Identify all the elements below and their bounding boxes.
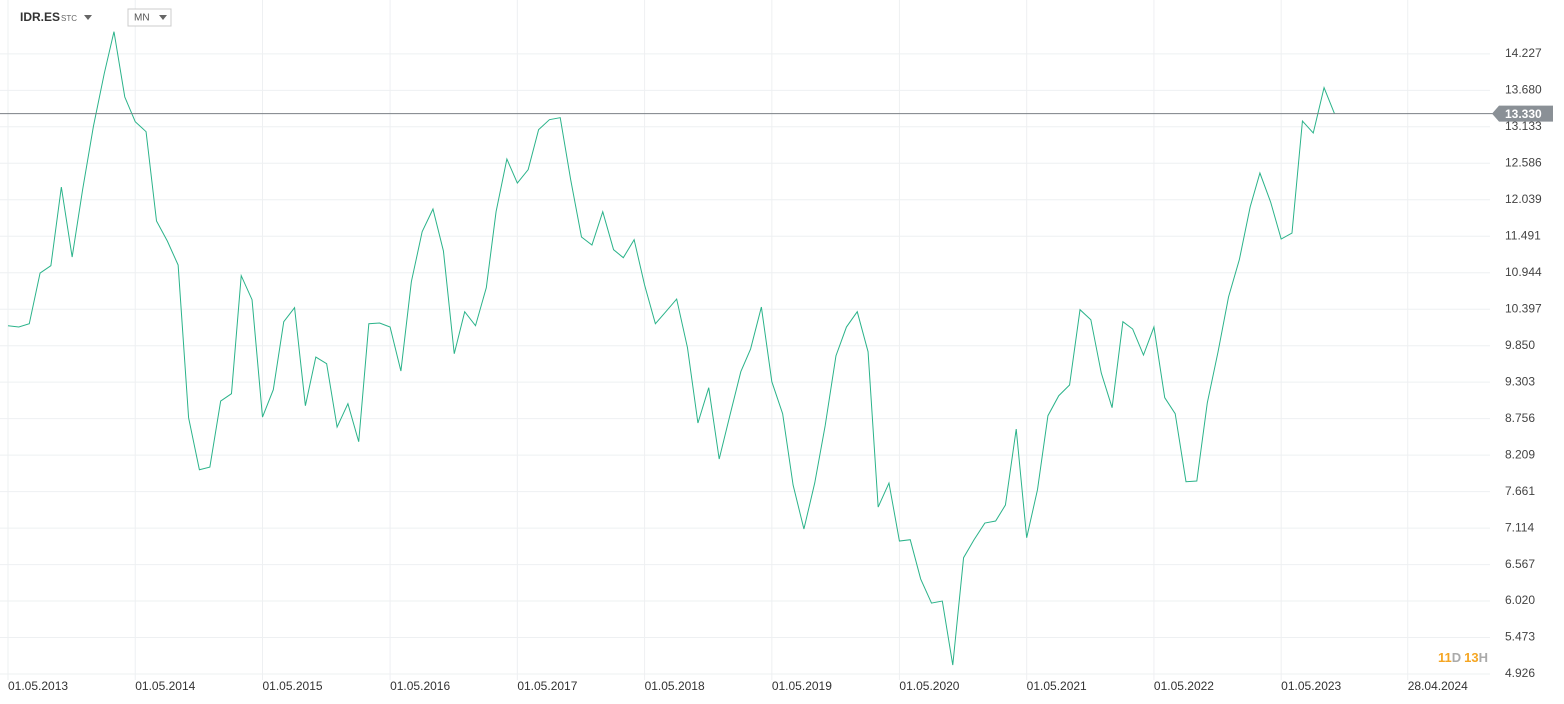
y-tick-label: 6.020 (1505, 593, 1535, 607)
y-tick-label: 7.661 (1505, 484, 1535, 498)
x-tick-label: 01.05.2014 (135, 679, 195, 693)
x-tick-label: 28.04.2024 (1408, 679, 1468, 693)
y-tick-label: 12.586 (1505, 155, 1542, 169)
y-tick-label: 7.114 (1505, 520, 1534, 534)
last-price-tag (1492, 105, 1553, 122)
y-tick-label: 13.133 (1505, 119, 1542, 133)
plot: 4.926 5.473 6.020 6.567 7.114 7.661 8.209 8.756… (0, 0, 1553, 693)
y-tick-label: 10.944 (1505, 265, 1542, 279)
countdown: 11D 13H (1438, 650, 1488, 665)
symbol-dropdown[interactable] (84, 15, 92, 20)
x-tick-label: 01.05.2019 (772, 679, 832, 693)
y-tick-label: 5.473 (1505, 630, 1535, 644)
y-tick-label: 13.680 (1505, 83, 1542, 97)
countdown-days-unit: D (1452, 650, 1461, 665)
symbol[interactable]: IDR.ES (20, 10, 60, 24)
y-tick-label: 8.209 (1505, 447, 1535, 461)
market: STC (61, 14, 77, 23)
last-price-label: 13.330 (1505, 107, 1542, 121)
y-tick-label: 8.756 (1505, 411, 1535, 425)
y-tick-label: 12.039 (1505, 192, 1542, 206)
y-tick-label: 4.926 (1505, 666, 1535, 680)
countdown-hours-unit: H (1479, 650, 1488, 665)
interval-button[interactable] (127, 8, 172, 27)
x-tick-label: 01.05.2020 (899, 679, 959, 693)
x-tick-label: 01.05.2021 (1027, 679, 1087, 693)
price-line (7, 31, 1335, 666)
countdown-hours: 13 (1464, 650, 1478, 665)
x-tick-label: 01.05.2015 (262, 679, 322, 693)
y-tick-label: 14.227 (1505, 46, 1542, 60)
y-tick-label: 11.491 (1505, 228, 1541, 242)
x-tick-label: 01.05.2016 (390, 679, 450, 693)
y-tick-label: 6.567 (1505, 557, 1535, 571)
countdown-days: 11 (1438, 650, 1452, 665)
x-tick-label: 01.05.2023 (1281, 679, 1341, 693)
y-tick-label: 9.850 (1505, 338, 1535, 352)
y-tick-label: 10.397 (1505, 301, 1542, 315)
y-tick-label: 9.303 (1505, 374, 1535, 388)
x-tick-label: 01.05.2022 (1154, 679, 1214, 693)
interval-dropdown[interactable] (159, 15, 167, 20)
x-tick-label: 01.05.2018 (645, 679, 705, 693)
x-tick-label: 01.05.2017 (517, 679, 577, 693)
x-tick-label: 01.05.2013 (8, 679, 68, 693)
interval[interactable]: MN (134, 13, 150, 24)
